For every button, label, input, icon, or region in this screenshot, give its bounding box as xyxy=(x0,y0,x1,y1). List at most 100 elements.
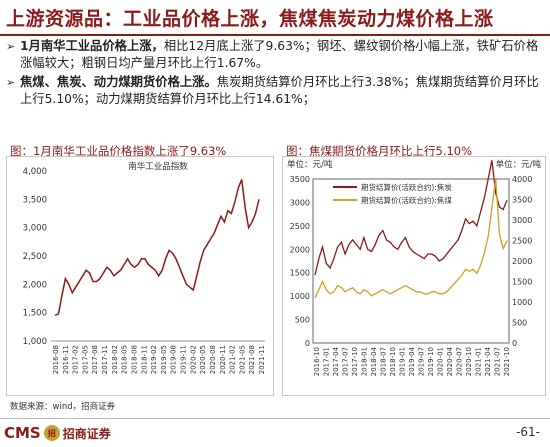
y-right-tick-label: 0 xyxy=(512,339,517,348)
coke-series-line xyxy=(314,160,508,276)
y-right-tick-label: 3000 xyxy=(512,216,532,225)
x-tick-label: 2019-08 xyxy=(170,345,178,374)
x-tick-label: 2017-01 xyxy=(323,347,331,376)
x-tick-label: 2021-02 xyxy=(229,345,237,374)
x-tick-label: 2019-01 xyxy=(399,347,407,376)
x-tick-label: 2018-05 xyxy=(121,345,129,374)
data-source: 数据来源：wind，招商证券 xyxy=(10,402,116,412)
y-tick-label: 3,500 xyxy=(23,195,47,205)
right-chart-panel: 单位：元/吨 单位：元/吨 0 500 1000 1500 2000 2500 3000 3500… xyxy=(282,156,546,396)
bullet-list: ➢ 1月南华工业品价格上涨，相比12月底上涨了9.63%；钢坯、螺纹钢价格小幅上涨… xyxy=(6,38,546,110)
left-chart-title: 图：1月南华工业品价格指数上涨了9.63% xyxy=(10,144,227,158)
x-tick-label: 2021-08 xyxy=(248,345,256,374)
x-tick-label: 2018-04 xyxy=(370,346,378,376)
bullet-arrow-icon: ➢ xyxy=(6,40,16,53)
y-tick-label: 2,000 xyxy=(23,280,47,290)
y-left-tick-label: 500 xyxy=(295,316,310,325)
chart-title: 南华工业品指数 xyxy=(128,161,188,172)
left-chart-panel: 南华工业品指数 1,000 1,500 2,000 2,500 3,000 3,500 4,0… xyxy=(6,156,274,396)
x-tick-label: 2021-01 xyxy=(475,347,483,376)
y-right-tick-label: 3500 xyxy=(512,196,532,205)
index-series-line xyxy=(54,179,260,317)
y-right-tick-label: 1000 xyxy=(512,298,532,307)
coking-coal-chart: 单位：元/吨 单位：元/吨 0 500 1000 1500 2000 2500 3000 3500… xyxy=(287,159,542,376)
x-tick-label: 2018-10 xyxy=(389,347,397,376)
x-tick-label: 2016-11 xyxy=(62,345,70,374)
x-tick-label: 2017-04 xyxy=(332,346,340,376)
x-tick-label: 2021-11 xyxy=(258,345,266,374)
title-divider xyxy=(0,34,550,36)
x-tick-label: 2021-04 xyxy=(484,346,492,376)
y-left-tick-label: 1000 xyxy=(290,292,310,301)
x-tick-label: 2018-01 xyxy=(361,347,369,376)
x-tick-label: 2021-10 xyxy=(503,347,511,376)
y-tick-label: 3,000 xyxy=(23,224,47,234)
y-right-tick-label: 2000 xyxy=(512,257,532,266)
coking-coal-series-line xyxy=(314,178,508,299)
x-tick-label: 2019-02 xyxy=(150,345,158,374)
company-logo: CMS 招 招商证券 xyxy=(4,423,111,443)
x-tick-label: 2017-05 xyxy=(81,345,89,374)
x-tick-label: 2019-11 xyxy=(180,345,188,374)
y-left-tick-label: 2500 xyxy=(290,222,310,231)
y-left-tick-label: 3000 xyxy=(290,198,310,207)
y-left-tick-label: 2000 xyxy=(290,245,310,254)
y-left-tick-label: 3500 xyxy=(290,175,310,184)
x-tick-label: 2018-11 xyxy=(140,345,148,374)
x-tick-label: 2016-08 xyxy=(52,345,60,374)
right-axis-unit: 单位：元/吨 xyxy=(496,159,542,170)
x-tick-label: 2020-01 xyxy=(437,347,445,376)
bullet-bold: 焦煤、焦炭、动力煤期货价格上涨。 xyxy=(20,75,217,89)
y-tick-label: 1,000 xyxy=(23,337,47,347)
page-title: 上游资源品：工业品价格上涨，焦煤焦炭动力煤价格上涨 xyxy=(6,8,494,30)
x-tick-label: 2018-08 xyxy=(130,345,138,374)
x-tick-label: 2017-08 xyxy=(91,345,99,374)
y-left-tick-label: 0 xyxy=(305,339,310,348)
y-right-tick-label: 500 xyxy=(512,319,527,328)
x-tick-label: 2020-07 xyxy=(456,347,464,376)
logo-cms: CMS xyxy=(4,424,41,442)
bullet-bold: 1月南华工业品价格上涨， xyxy=(20,39,164,53)
x-tick-label: 2020-11 xyxy=(219,345,227,374)
x-tick-label: 2017-11 xyxy=(101,345,109,374)
left-axis-unit: 单位：元/吨 xyxy=(287,159,333,170)
y-right-tick-label: 2500 xyxy=(512,237,532,246)
logo-name: 招商证券 xyxy=(62,426,111,441)
x-tick-label: 2021-05 xyxy=(238,345,246,374)
legend-label: 期货结算价(活跃合约):焦炭 xyxy=(361,182,452,192)
bullet-text: 相比12月底上涨了9.63%；钢坯、螺纹钢价格小幅上涨，铁矿石价格涨幅较大；粗钢… xyxy=(20,39,539,70)
y-tick-label: 1,500 xyxy=(23,309,47,319)
y-right-tick-label: 4000 xyxy=(512,175,532,184)
x-tick-label: 2016-10 xyxy=(313,347,321,376)
x-tick-label: 2020-04 xyxy=(446,346,454,376)
right-chart-title: 图：焦煤期货价格月环比上行5.10% xyxy=(286,144,473,158)
x-tick-label: 2017-02 xyxy=(72,345,80,374)
x-tick-label: 2019-07 xyxy=(418,347,426,376)
x-tick-label: 2018-02 xyxy=(111,345,119,374)
footer-divider xyxy=(0,418,550,419)
y-left-tick-label: 1500 xyxy=(290,269,310,278)
page-number: -61- xyxy=(516,425,540,439)
x-tick-label: 2018-07 xyxy=(380,347,388,376)
x-tick-label: 2019-10 xyxy=(427,347,435,376)
x-tick-label: 2021-07 xyxy=(494,347,502,376)
nanhua-index-chart: 南华工业品指数 1,000 1,500 2,000 2,500 3,000 3,500 4,0… xyxy=(23,161,266,374)
x-tick-label: 2020-10 xyxy=(465,347,473,376)
x-tick-label: 2020-05 xyxy=(199,345,207,374)
bullet-arrow-icon: ➢ xyxy=(6,76,16,89)
plot-frame xyxy=(312,178,510,344)
x-tick-label: 2020-02 xyxy=(189,345,197,374)
x-tick-label: 2019-04 xyxy=(408,346,416,376)
x-tick-label: 2019-05 xyxy=(160,345,168,374)
x-tick-label: 2017-07 xyxy=(342,347,350,376)
bullet-text: 焦炭期货结算价月环比上行3.38%；焦煤期货结算价月环比上行5.10%；动力煤期… xyxy=(20,75,539,106)
x-tick-label: 2020-08 xyxy=(209,345,217,374)
bullet-item: ➢ 1月南华工业品价格上涨，相比12月底上涨了9.63%；钢坯、螺纹钢价格小幅上涨… xyxy=(6,38,546,72)
x-tick-label: 2017-10 xyxy=(351,347,359,376)
y-tick-label: 4,000 xyxy=(23,167,47,177)
logo-badge-icon: 招 xyxy=(43,425,60,441)
y-tick-label: 2,500 xyxy=(23,252,47,262)
y-right-tick-label: 1500 xyxy=(512,278,532,287)
legend-label: 期货结算价(活跃合约):焦煤 xyxy=(361,195,452,205)
bullet-item: ➢ 焦煤、焦炭、动力煤期货价格上涨。焦炭期货结算价月环比上行3.38%；焦煤期货结… xyxy=(6,74,546,108)
